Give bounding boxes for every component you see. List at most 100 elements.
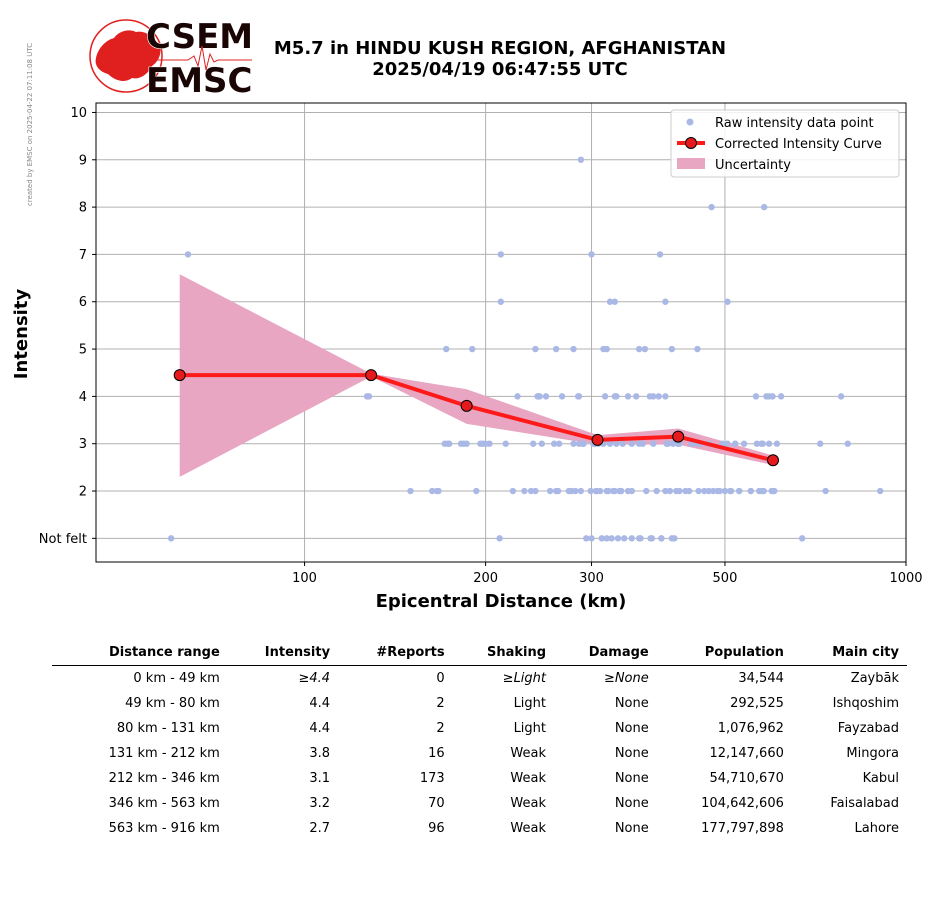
raw-data-point bbox=[695, 487, 702, 495]
raw-data-point bbox=[558, 393, 566, 400]
raw-data-point bbox=[613, 393, 620, 400]
x-tick-label: 100 bbox=[292, 571, 317, 586]
raw-data-point bbox=[635, 440, 643, 447]
title-datetime: 2025/04/19 06:47:55 UTC bbox=[372, 59, 628, 80]
x-tick-label: 500 bbox=[713, 571, 738, 586]
cell-distance-range: 49 km - 80 km bbox=[125, 696, 220, 711]
raw-data-point bbox=[721, 487, 729, 495]
raw-data-point bbox=[628, 535, 635, 542]
raw-data-point bbox=[497, 298, 505, 305]
cell-distance-range: 131 km - 212 km bbox=[108, 746, 220, 761]
col-intensity: Intensity bbox=[227, 643, 339, 666]
cell-shaking: Weak bbox=[510, 796, 547, 811]
raw-data-point bbox=[664, 440, 672, 447]
raw-data-point bbox=[538, 440, 546, 447]
y-tick-label: 2 bbox=[79, 485, 87, 500]
cell-distance-range: 0 km - 49 km bbox=[133, 671, 220, 686]
raw-data-point bbox=[365, 393, 373, 400]
raw-data-point bbox=[747, 487, 754, 495]
y-tick-label: 9 bbox=[79, 153, 87, 168]
raw-data-point bbox=[614, 535, 622, 542]
raw-data-point bbox=[603, 535, 610, 542]
chart-title: M5.7 in HINDU KUSH REGION, AFGHANISTAN 2… bbox=[240, 38, 760, 80]
credit-text: created by EMSC on 2025-04-22 07:11:08 U… bbox=[26, 43, 34, 206]
raw-data-point bbox=[637, 535, 644, 542]
raw-data-point bbox=[554, 487, 562, 495]
raw-data-point bbox=[650, 393, 657, 400]
raw-data-point bbox=[617, 487, 625, 495]
raw-data-point bbox=[469, 345, 476, 353]
raw-data-point bbox=[798, 535, 806, 542]
raw-data-point bbox=[621, 535, 628, 542]
raw-data-point bbox=[628, 440, 635, 447]
cell-intensity: 3.2 bbox=[309, 796, 331, 811]
raw-data-point bbox=[572, 487, 579, 495]
raw-data-point bbox=[877, 487, 884, 495]
raw-data-point bbox=[542, 393, 550, 400]
raw-data-point bbox=[521, 487, 528, 495]
cell-damage: None bbox=[614, 771, 649, 786]
curve-marker bbox=[365, 369, 378, 382]
raw-data-point bbox=[611, 298, 619, 305]
raw-data-point bbox=[726, 487, 734, 495]
table-row: 80 km - 131 km 4.4 2 Light None 1,076,962 Fayz… bbox=[52, 716, 907, 741]
raw-data-point bbox=[577, 487, 585, 495]
logo-seismogram-icon bbox=[148, 45, 252, 71]
y-tick-label: 10 bbox=[70, 106, 87, 121]
legend-band-swatch bbox=[677, 158, 705, 169]
col-damage: Damage bbox=[554, 643, 657, 666]
cell-reports: 70 bbox=[428, 796, 445, 811]
raw-data-point bbox=[724, 440, 731, 447]
raw-data-point bbox=[579, 440, 586, 447]
raw-data-point bbox=[497, 251, 505, 258]
raw-data-point bbox=[446, 440, 453, 447]
cell-shaking: Weak bbox=[510, 746, 547, 761]
col-distance-range: Distance range bbox=[52, 643, 228, 666]
raw-data-point bbox=[647, 535, 654, 542]
raw-data-point bbox=[619, 440, 626, 447]
raw-data-point bbox=[668, 535, 676, 542]
raw-data-point bbox=[546, 487, 554, 495]
raw-data-point bbox=[773, 440, 781, 447]
cell-main-city: Mingora bbox=[846, 746, 899, 761]
corrected-curve bbox=[173, 369, 780, 467]
cell-intensity: 3.8 bbox=[309, 746, 331, 761]
curve-marker bbox=[591, 433, 604, 446]
raw-data-point bbox=[685, 487, 693, 495]
raw-data-point bbox=[606, 298, 614, 305]
cell-main-city: Faisalabad bbox=[830, 796, 899, 811]
raw-data-point bbox=[701, 487, 708, 495]
table-body: 0 km - 49 km ≥4.4 0 ≥Light ≥None 34,544 Zaybāk… bbox=[52, 666, 907, 842]
title-event: M5.7 in HINDU KUSH REGION, AFGHANISTAN bbox=[273, 38, 727, 59]
raw-data-point bbox=[603, 487, 610, 495]
cell-reports: 2 bbox=[436, 721, 445, 736]
raw-data-point bbox=[606, 440, 614, 447]
raw-data-point bbox=[550, 440, 558, 447]
cell-population: 34,544 bbox=[738, 671, 784, 686]
raw-data-point bbox=[662, 393, 669, 400]
raw-data-point bbox=[532, 487, 539, 495]
cell-population: 177,797,898 bbox=[701, 821, 784, 836]
raw-data-point bbox=[588, 535, 595, 542]
cell-distance-range: 212 km - 346 km bbox=[108, 771, 220, 786]
raw-data-point bbox=[598, 535, 605, 542]
raw-data-point bbox=[486, 440, 493, 447]
credit-line: created by EMSC on 2025-04-22 07:11:08 U… bbox=[26, 43, 34, 206]
cell-main-city: Ishqoshim bbox=[832, 696, 899, 711]
legend-raw-marker bbox=[686, 118, 694, 126]
raw-data-point bbox=[428, 487, 436, 495]
curve-marker bbox=[767, 454, 780, 467]
col-shaking: Shaking bbox=[452, 643, 555, 666]
y-tick-label: 4 bbox=[79, 390, 87, 405]
legend-box bbox=[670, 109, 900, 178]
raw-data-point bbox=[668, 345, 676, 353]
raw-data-point bbox=[822, 487, 829, 495]
raw-data-point bbox=[844, 440, 851, 447]
raw-data-point bbox=[570, 440, 577, 447]
cell-population: 54,710,670 bbox=[709, 771, 784, 786]
raw-data-point bbox=[662, 487, 669, 495]
y-tick-label: 7 bbox=[79, 248, 87, 263]
logo-europe-map-icon bbox=[95, 30, 161, 81]
col-main-city: Main city bbox=[791, 643, 907, 666]
raw-data-point bbox=[655, 393, 662, 400]
